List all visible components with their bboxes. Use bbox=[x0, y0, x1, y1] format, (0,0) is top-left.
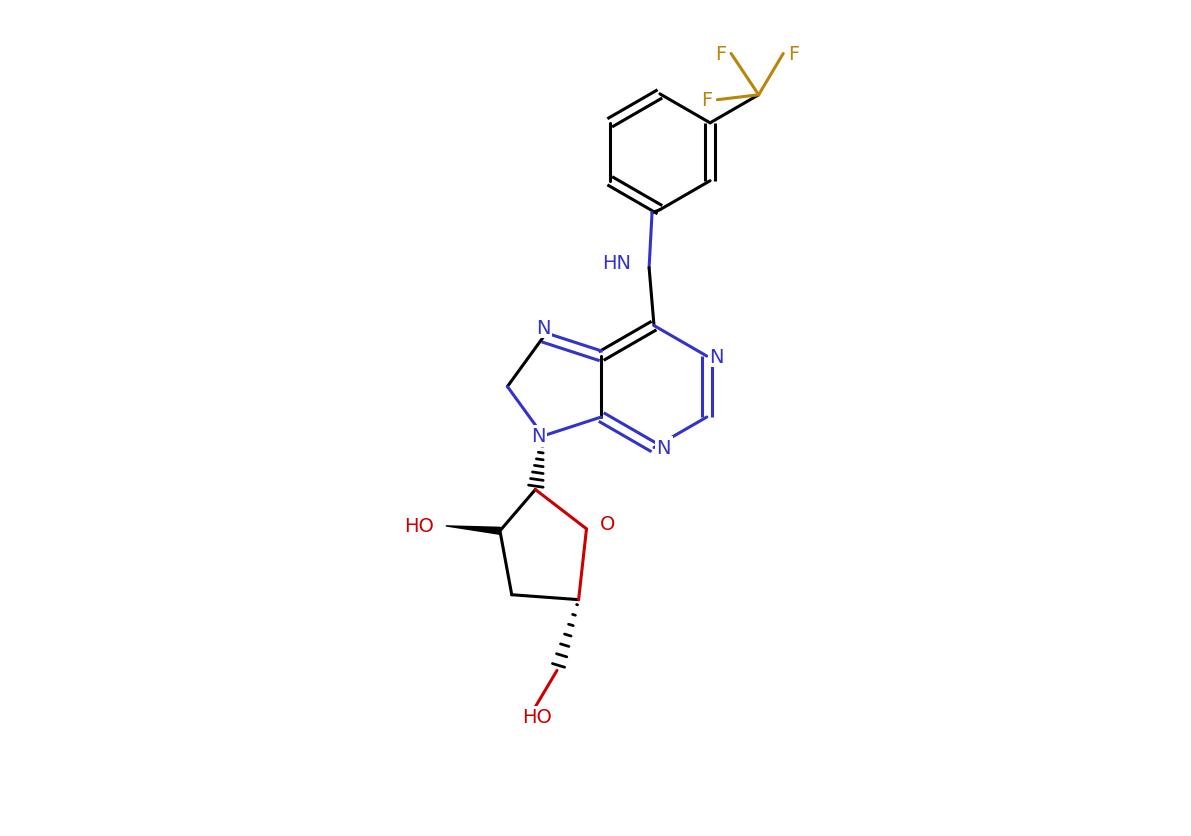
Text: F: F bbox=[788, 45, 799, 64]
Polygon shape bbox=[445, 526, 500, 534]
Text: F: F bbox=[715, 45, 727, 64]
Text: O: O bbox=[600, 515, 616, 533]
Text: N: N bbox=[531, 427, 545, 446]
Text: N: N bbox=[536, 319, 550, 338]
Text: HO: HO bbox=[404, 517, 434, 536]
Text: HN: HN bbox=[603, 254, 631, 273]
Text: N: N bbox=[656, 438, 671, 457]
Text: N: N bbox=[710, 347, 724, 366]
Text: F: F bbox=[701, 91, 712, 110]
Text: HO: HO bbox=[523, 707, 553, 726]
